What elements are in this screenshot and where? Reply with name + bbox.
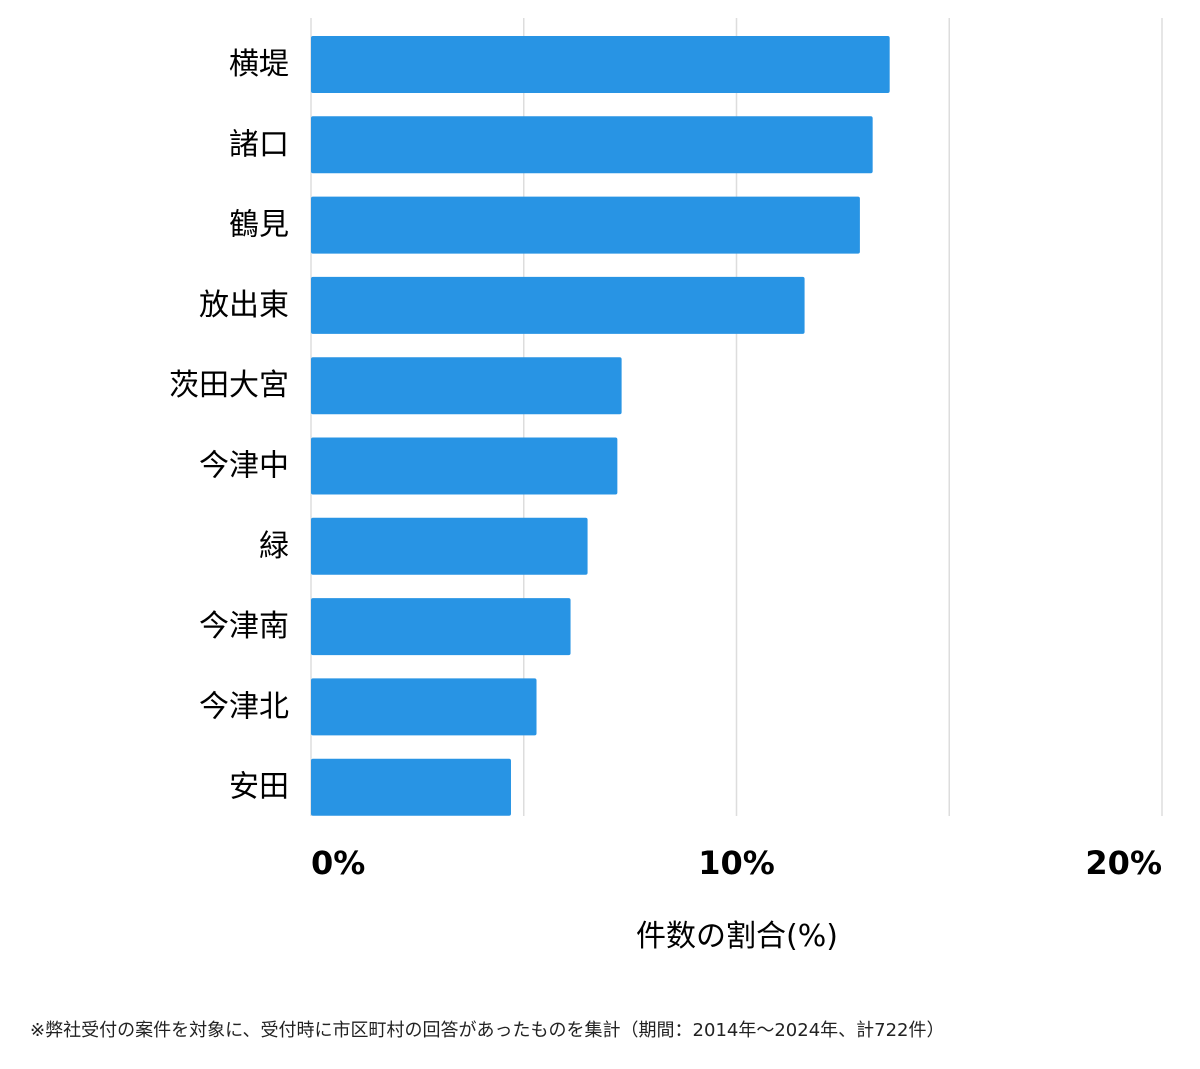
category-label: 茨田大宮 [169,368,289,403]
bar [311,678,537,736]
bar [311,116,873,174]
bar [311,276,805,334]
x-axis-label: 件数の割合(%) [636,919,838,954]
bar [311,36,890,93]
category-label: 今津中 [199,449,289,484]
bar [311,196,860,254]
bar [311,517,588,575]
x-tick-label: 10% [698,844,775,882]
category-label: 放出東 [199,288,289,323]
category-label: 鶴見 [229,208,289,243]
bar [311,758,511,816]
category-label: 緑 [259,529,289,564]
category-label: 今津南 [199,609,289,644]
x-tick-labels: 0% 10% 20% [311,844,1162,882]
footnote: ※弊社受付の案件を対象に、受付時に市区町村の回答があったものを集計（期間：201… [30,1020,945,1041]
bar [311,437,618,495]
category-label: 諸口 [229,127,289,162]
bar [311,357,622,415]
bars [311,36,890,816]
x-tick-label: 0% [311,844,365,882]
category-label: 安田 [229,770,289,805]
bar [311,598,571,656]
category-label: 今津北 [199,689,289,724]
category-label: 横堤 [229,47,289,82]
x-tick-label: 20% [1085,844,1162,882]
